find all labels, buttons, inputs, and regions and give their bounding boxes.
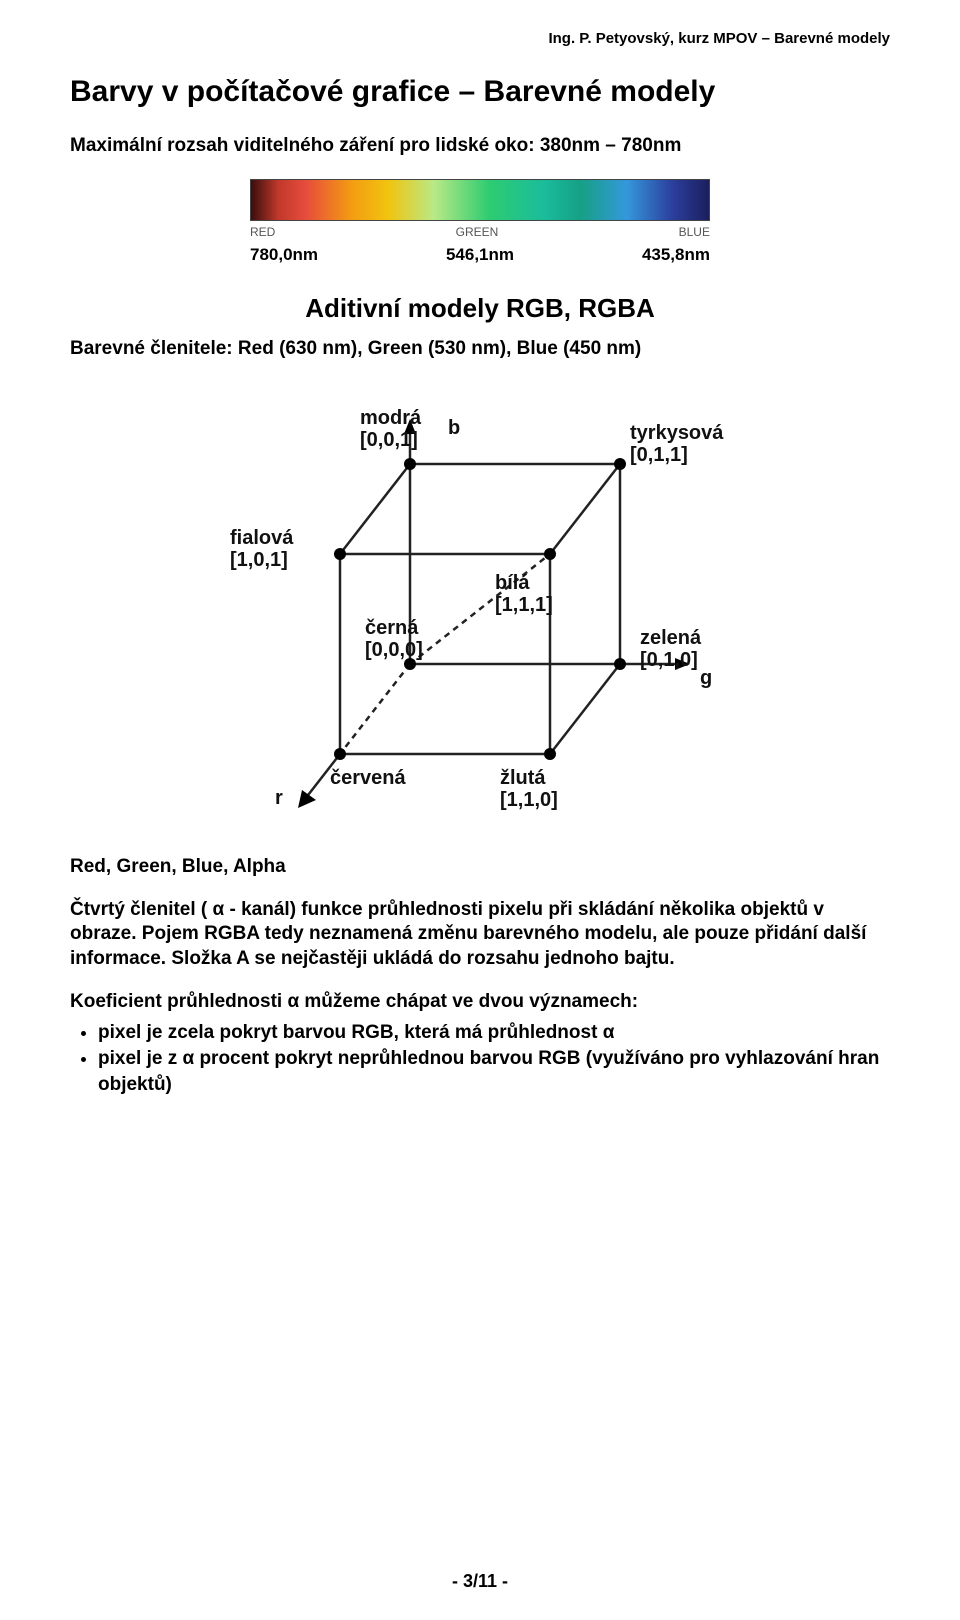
cube-coord-bila: [1,1,1] <box>495 594 553 616</box>
spectrum-nm-labels: 780,0nm 546,1nm 435,8nm <box>250 245 710 265</box>
cube-label-bila: bílá <box>495 572 530 594</box>
cube-axis-r: r <box>275 787 283 809</box>
cube-coord-tyrkys: [0,1,1] <box>630 444 688 466</box>
bullet-2: pixel je z α procent pokryt neprůhlednou… <box>98 1046 890 1097</box>
bullet-list: pixel je zcela pokryt barvou RGB, která … <box>98 1020 890 1097</box>
cube-label-cervena: červená <box>330 767 406 789</box>
members-line: Barevné členitele: Red (630 nm), Green (… <box>70 338 890 360</box>
cube-axis-g: g <box>700 667 712 689</box>
subtitle: Maximální rozsah viditelného záření pro … <box>70 135 890 157</box>
section-heading-additive: Aditivní modely RGB, RGBA <box>70 293 890 324</box>
alpha-heading: Red, Green, Blue, Alpha <box>70 855 890 880</box>
rgb-cube-svg: modrá [0,0,1] b tyrkysová [0,1,1] fialov… <box>210 384 750 824</box>
spectrum-nm-mid: 546,1nm <box>446 245 514 265</box>
cube-label-fialova: fialová <box>230 527 294 549</box>
paragraph-alpha-desc: Čtvrtý členitel ( α - kanál) funkce průh… <box>70 898 890 972</box>
cube-axis-b: b <box>448 417 460 439</box>
page-footer: - 3/11 - <box>0 1571 960 1592</box>
cube-coord-cerna: [0,0,0] <box>365 639 423 661</box>
cube-label-tyrkys: tyrkysová <box>630 422 724 444</box>
spectrum-figure: RED GREEN BLUE 780,0nm 546,1nm 435,8nm <box>70 179 890 265</box>
spectrum-label-green: GREEN <box>456 225 499 239</box>
cube-coord-zelena: [0,1,0] <box>640 649 698 671</box>
bullet-1: pixel je zcela pokryt barvou RGB, která … <box>98 1020 890 1046</box>
cube-label-cerna: černá <box>365 617 419 639</box>
spectrum-nm-left: 780,0nm <box>250 245 318 265</box>
page-header: Ing. P. Petyovský, kurz MPOV – Barevné m… <box>70 30 890 47</box>
cube-label-modra: modrá <box>360 407 422 429</box>
cube-label-zelena: zelená <box>640 627 702 649</box>
paragraph-coef-intro: Koeficient průhlednosti α můžeme chápat … <box>70 990 890 1015</box>
cube-label-zluta: žlutá <box>500 767 546 789</box>
cube-coord-zluta: [1,1,0] <box>500 789 558 811</box>
spectrum-label-red: RED <box>250 225 275 239</box>
spectrum-label-blue: BLUE <box>679 225 710 239</box>
spectrum-color-labels: RED GREEN BLUE <box>250 225 710 239</box>
spectrum-nm-right: 435,8nm <box>642 245 710 265</box>
rgb-cube-figure: modrá [0,0,1] b tyrkysová [0,1,1] fialov… <box>70 384 890 829</box>
page-title: Barvy v počítačové grafice – Barevné mod… <box>70 75 890 109</box>
cube-coord-fialova: [1,0,1] <box>230 549 288 571</box>
spectrum-gradient <box>250 179 710 221</box>
cube-coord-modra: [0,0,1] <box>360 429 418 451</box>
